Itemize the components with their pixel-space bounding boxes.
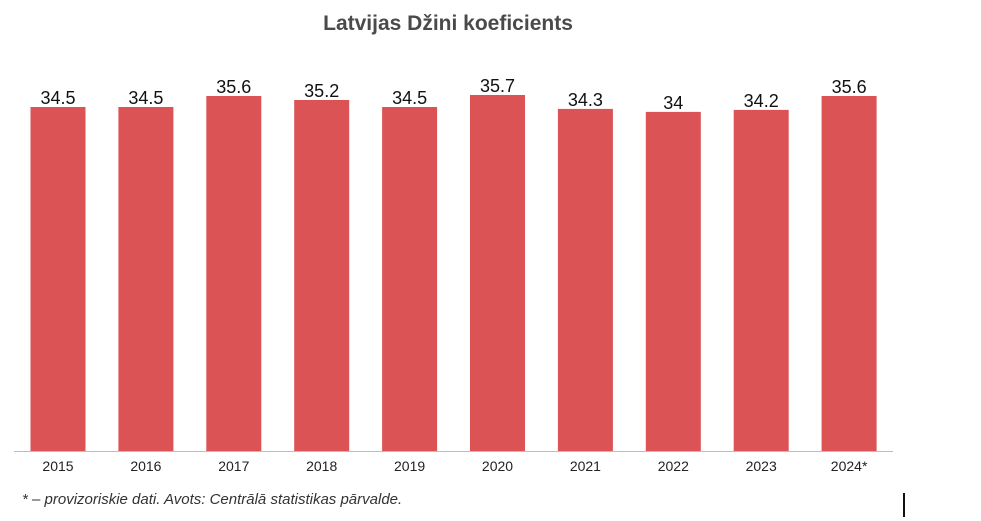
bars-group bbox=[30, 95, 877, 452]
x-tick-label-2015: 2015 bbox=[42, 458, 73, 474]
x-tick-labels-group: 2015 2016 2017 2018 2019 2020 2021 2022 2023 2024… bbox=[42, 458, 868, 474]
value-label-2020: 35.7 bbox=[480, 76, 515, 96]
x-tick-label-2022: 2022 bbox=[658, 458, 689, 474]
chart-title: Latvijas Džini koeficients bbox=[323, 12, 573, 35]
value-label-2023: 34.2 bbox=[744, 91, 779, 111]
value-label-2021: 34.3 bbox=[568, 90, 603, 110]
value-labels-group: 34.5 34.5 35.6 35.2 34.5 35.7 34.3 34 34.2 35.6 bbox=[40, 76, 866, 113]
x-tick-label-2019: 2019 bbox=[394, 458, 425, 474]
value-label-2015: 34.5 bbox=[40, 88, 75, 108]
bar-2024* bbox=[821, 96, 877, 451]
x-tick-label-2017: 2017 bbox=[218, 458, 249, 474]
bar-2019 bbox=[382, 107, 438, 451]
value-label-2019: 34.5 bbox=[392, 88, 427, 108]
footnote: * – provizoriskie dati. Avots: Centrālā … bbox=[22, 491, 403, 508]
value-label-2022: 34 bbox=[663, 93, 683, 113]
x-tick-label-2016: 2016 bbox=[130, 458, 161, 474]
x-tick-label-2024*: 2024* bbox=[831, 458, 868, 474]
x-tick-label-2018: 2018 bbox=[306, 458, 337, 474]
value-label-2018: 35.2 bbox=[304, 81, 339, 101]
x-tick-label-2020: 2020 bbox=[482, 458, 513, 474]
bar-2017 bbox=[206, 96, 262, 451]
bar-2023 bbox=[733, 109, 789, 452]
bar-2021 bbox=[557, 108, 613, 452]
value-label-2024*: 35.6 bbox=[832, 77, 867, 97]
bar-2020 bbox=[470, 95, 525, 451]
x-tick-label-2021: 2021 bbox=[570, 458, 601, 474]
value-label-2016: 34.5 bbox=[128, 88, 163, 108]
value-label-2017: 35.6 bbox=[216, 77, 251, 97]
bar-2018 bbox=[294, 100, 350, 451]
text-cursor bbox=[903, 493, 905, 517]
bar-2016 bbox=[118, 107, 174, 451]
x-tick-label-2023: 2023 bbox=[746, 458, 777, 474]
bar-2022 bbox=[645, 111, 701, 452]
bar-2015 bbox=[30, 107, 86, 451]
